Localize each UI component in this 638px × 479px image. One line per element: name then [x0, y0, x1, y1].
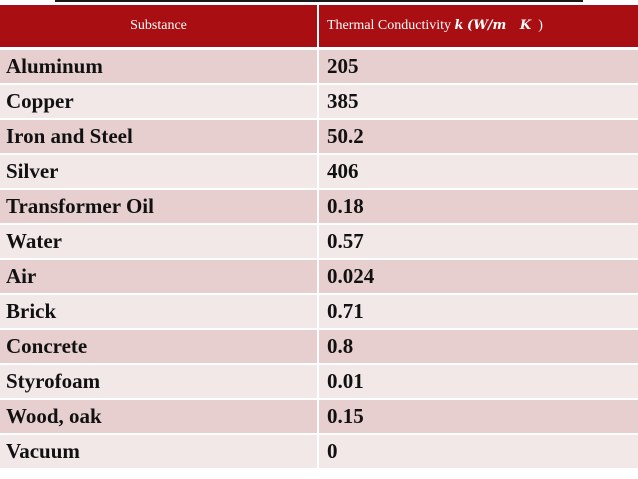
header-substance: Substance [0, 5, 319, 50]
conductivity-cell: 205 [318, 48, 638, 85]
substance-cell: Aluminum [0, 48, 319, 85]
substance-cell: Brick [0, 294, 319, 330]
header-k-symbol: k [454, 18, 464, 33]
substance-cell: Styrofoam [0, 364, 319, 400]
substance-cell: Concrete [0, 329, 319, 365]
table-row: Transformer Oil 0.18 [0, 189, 638, 225]
conductivity-cell: 0.024 [318, 259, 638, 295]
conductivity-cell: 385 [318, 84, 638, 120]
table-header-row: Substance Thermal Conductivity k (W/m K … [0, 5, 638, 50]
conductivity-cell: 0.8 [318, 329, 638, 365]
table-row: Vacuum 0 [0, 434, 638, 470]
conductivity-cell: 406 [318, 154, 638, 190]
conductivity-cell: 50.2 [318, 119, 638, 155]
conductivity-cell: 0 [318, 434, 638, 470]
substance-cell: Transformer Oil [0, 189, 319, 225]
table-row: Silver 406 [0, 154, 638, 190]
table-row: Copper 385 [0, 84, 638, 120]
table-row: Wood, oak 0.15 [0, 399, 638, 435]
header-conductivity-label: Thermal Conductivity [327, 18, 455, 33]
substance-cell: Air [0, 259, 319, 295]
header-units: (W/m K [467, 18, 532, 33]
table-row: Iron and Steel 50.2 [0, 119, 638, 155]
conductivity-cell: 0.15 [318, 399, 638, 435]
substance-cell: Water [0, 224, 319, 260]
table-row: Aluminum 205 [0, 48, 638, 85]
table-row: Styrofoam 0.01 [0, 364, 638, 400]
header-close-paren: ) [538, 18, 543, 33]
table-row: Brick 0.71 [0, 294, 638, 330]
conductivity-table: Substance Thermal Conductivity k (W/m K … [0, 5, 638, 470]
substance-cell: Wood, oak [0, 399, 319, 435]
conductivity-cell: 0.71 [318, 294, 638, 330]
substance-cell: Iron and Steel [0, 119, 319, 155]
substance-cell: Vacuum [0, 434, 319, 470]
substance-cell: Copper [0, 84, 319, 120]
conductivity-cell: 0.57 [318, 224, 638, 260]
substance-cell: Silver [0, 154, 319, 190]
conductivity-cell: 0.18 [318, 189, 638, 225]
table-row: Air 0.024 [0, 259, 638, 295]
table-row: Concrete 0.8 [0, 329, 638, 365]
conductivity-cell: 0.01 [318, 364, 638, 400]
header-thermal-conductivity: Thermal Conductivity k (W/m K ) [318, 5, 638, 50]
table-row: Water 0.57 [0, 224, 638, 260]
top-rule [55, 0, 583, 2]
